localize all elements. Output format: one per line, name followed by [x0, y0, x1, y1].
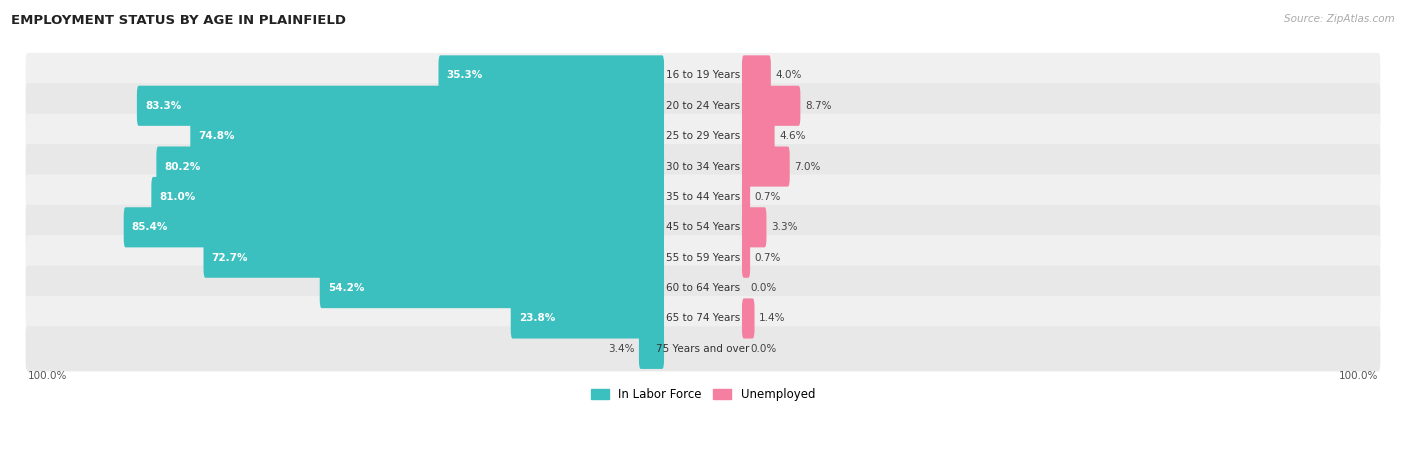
Text: 20 to 24 Years: 20 to 24 Years	[666, 101, 740, 111]
Text: 35 to 44 Years: 35 to 44 Years	[666, 192, 740, 202]
FancyBboxPatch shape	[25, 327, 1381, 371]
FancyBboxPatch shape	[25, 53, 1381, 98]
FancyBboxPatch shape	[25, 114, 1381, 159]
FancyBboxPatch shape	[204, 238, 664, 278]
Text: 54.2%: 54.2%	[328, 283, 364, 293]
Text: 0.0%: 0.0%	[751, 283, 776, 293]
FancyBboxPatch shape	[25, 83, 1381, 128]
Text: 80.2%: 80.2%	[165, 161, 201, 171]
FancyBboxPatch shape	[742, 86, 800, 126]
Text: 30 to 34 Years: 30 to 34 Years	[666, 161, 740, 171]
Text: 3.4%: 3.4%	[607, 344, 634, 354]
Text: 72.7%: 72.7%	[212, 253, 249, 262]
FancyBboxPatch shape	[25, 205, 1381, 250]
Text: 8.7%: 8.7%	[804, 101, 831, 111]
Text: 85.4%: 85.4%	[132, 222, 169, 232]
FancyBboxPatch shape	[25, 144, 1381, 189]
Text: 75 Years and over: 75 Years and over	[657, 344, 749, 354]
Text: 4.6%: 4.6%	[779, 131, 806, 141]
FancyBboxPatch shape	[742, 55, 770, 96]
FancyBboxPatch shape	[510, 299, 664, 339]
Text: 35.3%: 35.3%	[447, 70, 482, 80]
FancyBboxPatch shape	[190, 116, 664, 156]
Text: 81.0%: 81.0%	[159, 192, 195, 202]
Text: 45 to 54 Years: 45 to 54 Years	[666, 222, 740, 232]
Text: EMPLOYMENT STATUS BY AGE IN PLAINFIELD: EMPLOYMENT STATUS BY AGE IN PLAINFIELD	[11, 14, 346, 27]
FancyBboxPatch shape	[742, 147, 790, 187]
FancyBboxPatch shape	[152, 177, 664, 217]
Text: 100.0%: 100.0%	[28, 371, 67, 381]
FancyBboxPatch shape	[742, 116, 775, 156]
Legend: In Labor Force, Unemployed: In Labor Force, Unemployed	[586, 383, 820, 406]
Text: 7.0%: 7.0%	[794, 161, 821, 171]
Text: 60 to 64 Years: 60 to 64 Years	[666, 283, 740, 293]
Text: Source: ZipAtlas.com: Source: ZipAtlas.com	[1284, 14, 1395, 23]
Text: 74.8%: 74.8%	[198, 131, 235, 141]
Text: 0.7%: 0.7%	[755, 253, 780, 262]
Text: 100.0%: 100.0%	[1339, 371, 1378, 381]
Text: 16 to 19 Years: 16 to 19 Years	[666, 70, 740, 80]
Text: 23.8%: 23.8%	[519, 313, 555, 323]
Text: 0.7%: 0.7%	[755, 192, 780, 202]
Text: 4.0%: 4.0%	[775, 70, 801, 80]
FancyBboxPatch shape	[742, 238, 751, 278]
FancyBboxPatch shape	[136, 86, 664, 126]
FancyBboxPatch shape	[439, 55, 664, 96]
FancyBboxPatch shape	[25, 296, 1381, 341]
Text: 65 to 74 Years: 65 to 74 Years	[666, 313, 740, 323]
FancyBboxPatch shape	[25, 235, 1381, 280]
Text: 83.3%: 83.3%	[145, 101, 181, 111]
FancyBboxPatch shape	[742, 177, 751, 217]
FancyBboxPatch shape	[319, 268, 664, 308]
FancyBboxPatch shape	[742, 207, 766, 247]
Text: 3.3%: 3.3%	[770, 222, 797, 232]
FancyBboxPatch shape	[742, 299, 755, 339]
Text: 55 to 59 Years: 55 to 59 Years	[666, 253, 740, 262]
FancyBboxPatch shape	[156, 147, 664, 187]
FancyBboxPatch shape	[638, 329, 664, 369]
Text: 1.4%: 1.4%	[759, 313, 786, 323]
FancyBboxPatch shape	[124, 207, 664, 247]
FancyBboxPatch shape	[25, 175, 1381, 220]
FancyBboxPatch shape	[25, 266, 1381, 311]
Text: 25 to 29 Years: 25 to 29 Years	[666, 131, 740, 141]
Text: 0.0%: 0.0%	[751, 344, 776, 354]
